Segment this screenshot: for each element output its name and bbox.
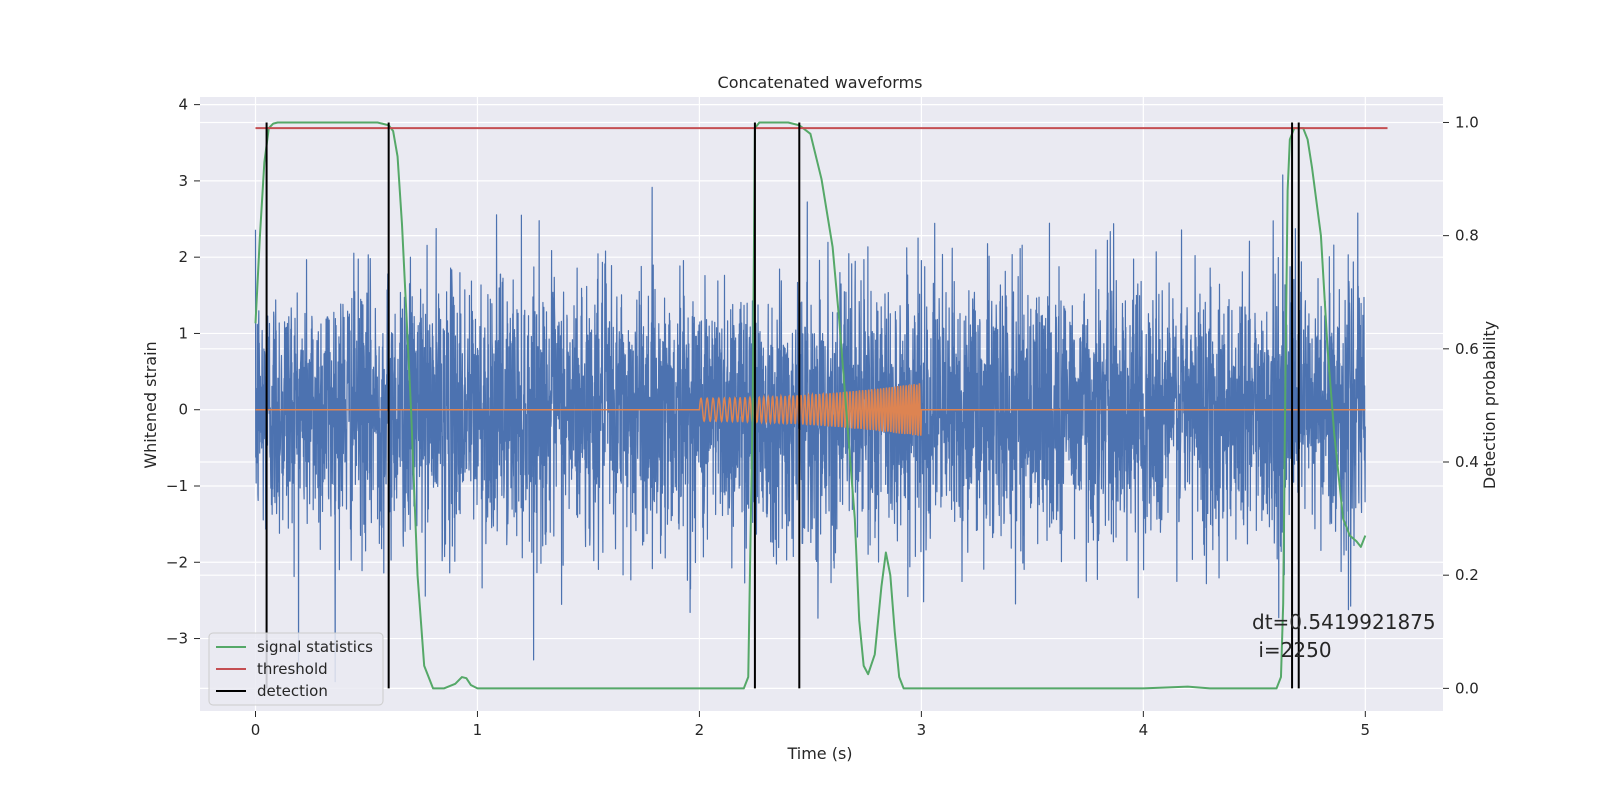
y-tick-label-right: 0.6 xyxy=(1455,340,1479,358)
y-tick-label-left: 0 xyxy=(178,401,188,419)
y-tick-label-left: −2 xyxy=(166,553,188,571)
y-tick-label-left: 2 xyxy=(178,248,188,266)
y-axis-label-right: Detection probability xyxy=(1480,321,1499,489)
strain-layer xyxy=(254,174,1366,683)
series-injection xyxy=(255,383,1366,436)
chart-title: Concatenated waveforms xyxy=(718,73,923,92)
series-signal-statistics xyxy=(254,121,1367,690)
x-tick-label: 0 xyxy=(251,721,261,739)
injection-layer xyxy=(255,383,1366,436)
series-whitened-strain xyxy=(254,174,1366,683)
annotation-dt: dt=0.5419921875 xyxy=(1252,610,1436,634)
detect-layer xyxy=(265,122,1300,689)
stat-layer xyxy=(254,121,1388,690)
legend-label-signal-statistics: signal statistics xyxy=(257,638,373,656)
y-tick-label-left: 1 xyxy=(178,324,188,342)
y-tick-label-right: 0.0 xyxy=(1455,679,1479,697)
annotation: dt=0.5419921875 i=2250 xyxy=(1252,610,1436,662)
y-tick-label-left: −1 xyxy=(166,477,188,495)
y-tick-label-right: 0.2 xyxy=(1455,566,1479,584)
y-tick-label-left: 3 xyxy=(178,172,188,190)
x-tick-label: 5 xyxy=(1361,721,1371,739)
annotation-i: i=2250 xyxy=(1252,638,1332,662)
y-axis-label-left: Whitened strain xyxy=(141,341,160,468)
legend-label-detection: detection xyxy=(257,682,328,700)
x-tick-label: 4 xyxy=(1139,721,1149,739)
legend: signal statistics threshold detection xyxy=(208,632,384,706)
legend-box xyxy=(208,632,384,706)
x-axis-label: Time (s) xyxy=(786,744,852,763)
y-tick-label-left: 4 xyxy=(178,96,188,114)
y-tick-label-right: 0.4 xyxy=(1455,453,1479,471)
x-tick-label: 2 xyxy=(695,721,705,739)
y-tick-label-left: −3 xyxy=(166,630,188,648)
x-tick-label: 3 xyxy=(917,721,927,739)
y-tick-label-right: 1.0 xyxy=(1455,113,1479,131)
x-tick-label: 1 xyxy=(473,721,483,739)
legend-label-threshold: threshold xyxy=(257,660,328,678)
y-tick-label-right: 0.8 xyxy=(1455,227,1479,245)
ticks: 0 1 2 3 4 5 −3 −2 −1 0 1 2 3 4 0.0 0.2 0.4 0.6 0.8 1.0 xyxy=(166,96,1479,739)
